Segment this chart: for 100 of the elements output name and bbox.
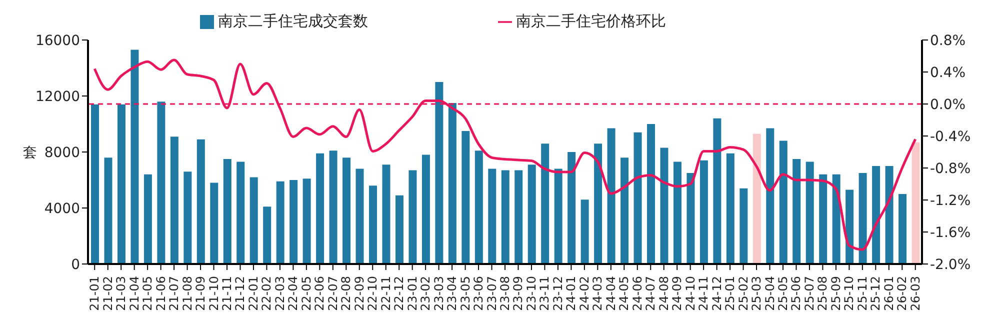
- bar: [634, 132, 642, 264]
- legend-label: 南京二手住宅成交套数: [218, 12, 368, 30]
- bar: [263, 206, 272, 264]
- bar: [104, 158, 112, 264]
- bar: [898, 194, 907, 264]
- bar: [501, 170, 510, 264]
- bar: [686, 173, 695, 264]
- x-tick-label: 25-02: [736, 276, 750, 311]
- bar: [713, 118, 722, 264]
- bar: [541, 144, 550, 264]
- x-tick-label: 26-02: [895, 276, 910, 311]
- bar: [528, 164, 536, 264]
- y2-tick-label: -1.6%: [930, 224, 971, 241]
- x-tick-label: 21-02: [100, 276, 115, 311]
- x-tick-label: 23-11: [538, 276, 552, 311]
- bar: [117, 104, 126, 264]
- x-tick-label: 25-06: [789, 276, 804, 311]
- y2-tick-label: 0.4%: [930, 64, 966, 81]
- bar: [223, 159, 232, 264]
- x-tick-label: 22-11: [378, 276, 393, 311]
- x-tick-label: 23-02: [418, 276, 433, 311]
- x-tick-label: 22-08: [339, 276, 354, 311]
- bar: [329, 150, 338, 264]
- x-tick-label: 26-01: [882, 276, 896, 311]
- x-tick-label: 24-07: [644, 276, 658, 311]
- x-tick-label: 21-06: [154, 276, 168, 311]
- x-tick-label: 21-01: [88, 276, 102, 311]
- x-tick-label: 21-12: [233, 276, 248, 311]
- x-tick-label: 25-04: [762, 276, 777, 311]
- x-tick-label: 25-09: [828, 276, 843, 311]
- bar: [422, 154, 430, 264]
- x-tick-label: 24-10: [683, 276, 698, 311]
- y-tick-label: 12000: [35, 88, 80, 105]
- bar: [276, 181, 284, 264]
- x-tick-label: 24-12: [710, 276, 724, 311]
- x-tick-label: 22-06: [312, 276, 327, 311]
- legend-label: 南京二手住宅价格环比: [516, 12, 666, 30]
- y-tick-label: 16000: [35, 32, 80, 49]
- bar: [660, 148, 668, 264]
- x-tick-label: 23-01: [405, 276, 420, 311]
- x-tick-label: 25-07: [802, 276, 816, 311]
- x-tick-label: 23-09: [511, 276, 526, 311]
- x-tick-label: 22-10: [366, 276, 380, 311]
- x-tick-label: 23-04: [445, 276, 460, 311]
- x-tick-label: 22-09: [352, 276, 366, 311]
- y-tick-label: 4000: [44, 200, 80, 217]
- bar: [356, 168, 364, 264]
- bar: [448, 103, 456, 264]
- bar: [740, 188, 748, 264]
- bar: [912, 142, 920, 264]
- bar: [872, 166, 880, 264]
- x-tick-label: 22-02: [260, 276, 274, 311]
- x-tick-label: 23-08: [498, 276, 512, 311]
- bar: [514, 170, 523, 264]
- bar: [369, 186, 377, 264]
- x-tick-label: 25-05: [776, 276, 790, 311]
- bar: [726, 153, 734, 264]
- bar: [568, 152, 576, 264]
- x-tick-label: 21-07: [167, 276, 182, 311]
- bar: [91, 104, 99, 264]
- bar: [170, 136, 178, 264]
- x-tick-label: 21-03: [114, 276, 128, 311]
- y-axis-title: 套: [23, 144, 37, 161]
- bar: [408, 170, 417, 264]
- y-tick-label: 0: [71, 256, 80, 273]
- bar: [832, 174, 840, 264]
- bar: [594, 144, 602, 264]
- x-tick-label: 24-05: [617, 276, 632, 311]
- x-tick-label: 24-06: [630, 276, 644, 311]
- x-tick-label: 25-03: [750, 276, 764, 311]
- bar: [302, 178, 311, 264]
- bar: [157, 102, 166, 264]
- x-tick-label: 25-11: [855, 276, 870, 311]
- bar: [779, 140, 788, 264]
- x-tick-label: 21-10: [206, 276, 221, 311]
- bar: [620, 158, 629, 264]
- x-tick-label: 24-08: [656, 276, 671, 311]
- x-tick-label: 26-03: [908, 276, 922, 311]
- bar: [462, 131, 470, 264]
- bar: [316, 153, 324, 264]
- bar: [700, 160, 708, 264]
- bar: [554, 168, 562, 264]
- bar: [290, 180, 298, 264]
- y2-tick-label: -0.4%: [930, 128, 971, 145]
- x-tick-label: 25-08: [816, 276, 830, 311]
- bar: [144, 174, 152, 264]
- y2-tick-label: -2.0%: [930, 256, 971, 273]
- x-tick-label: 24-02: [577, 276, 592, 311]
- x-tick-label: 23-03: [432, 276, 446, 311]
- x-tick-label: 23-05: [458, 276, 472, 311]
- bar: [184, 172, 192, 264]
- bar: [474, 150, 483, 264]
- bar: [647, 124, 655, 264]
- x-tick-label: 21-05: [140, 276, 155, 311]
- x-tick-label: 25-01: [723, 276, 738, 311]
- x-tick-label: 25-12: [868, 276, 883, 311]
- bar: [806, 162, 814, 264]
- x-tick-label: 22-04: [286, 276, 300, 311]
- bar: [752, 134, 761, 264]
- bar: [236, 162, 245, 264]
